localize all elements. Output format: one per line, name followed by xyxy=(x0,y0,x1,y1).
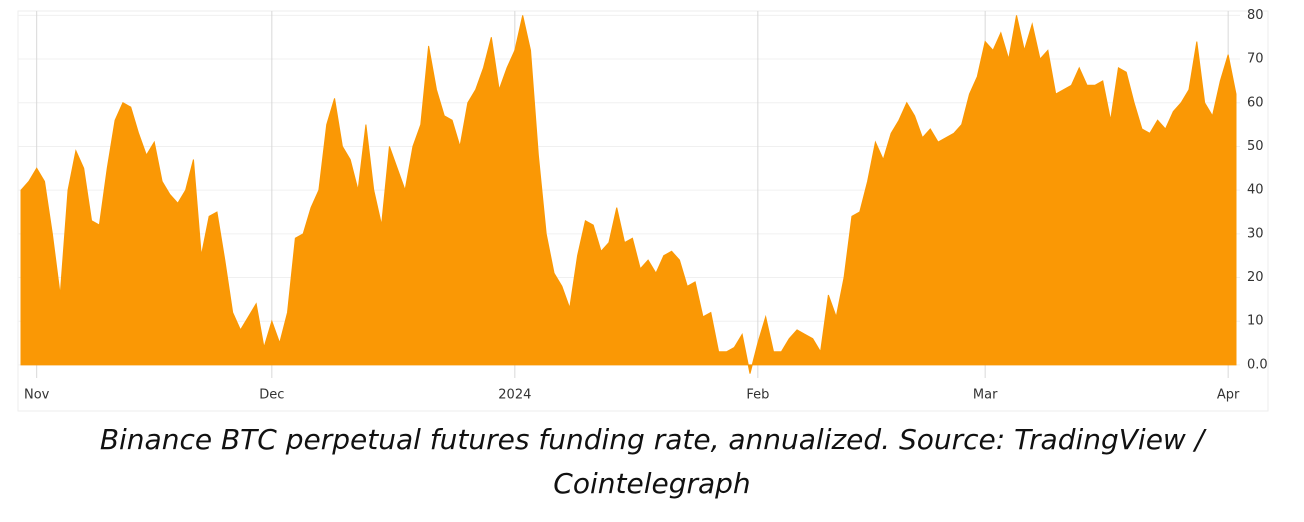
y-tick-label: 40 xyxy=(1247,183,1264,198)
x-tick-label: Mar xyxy=(973,388,998,403)
x-tick-label: 2024 xyxy=(498,388,531,403)
y-tick-label: 0.0 xyxy=(1247,357,1268,372)
y-tick-label: 50 xyxy=(1247,139,1264,154)
y-axis: 0.0 10 20 30 40 50 60 70 80 xyxy=(1247,8,1268,373)
caption: Binance BTC perpetual futures funding ra… xyxy=(99,423,1205,500)
x-tick-label: Nov xyxy=(24,388,50,403)
y-tick-label: 30 xyxy=(1247,226,1264,241)
area xyxy=(20,15,1237,374)
x-tick-label: Dec xyxy=(259,388,284,403)
y-tick-label: 10 xyxy=(1247,314,1264,329)
y-tick-label: 80 xyxy=(1247,8,1264,23)
x-tick-label: Apr xyxy=(1217,388,1240,403)
x-tick-label: Feb xyxy=(746,388,769,403)
y-tick-label: 60 xyxy=(1247,95,1264,110)
y-tick-label: 20 xyxy=(1247,270,1264,285)
y-tick-label: 70 xyxy=(1247,52,1264,67)
chart: 0.0 10 20 30 40 50 60 70 80 Nov Dec 2024 Feb Mar Apr xyxy=(17,8,1269,412)
x-axis: Nov Dec 2024 Feb Mar Apr xyxy=(24,388,1240,403)
marks xyxy=(20,15,1237,374)
